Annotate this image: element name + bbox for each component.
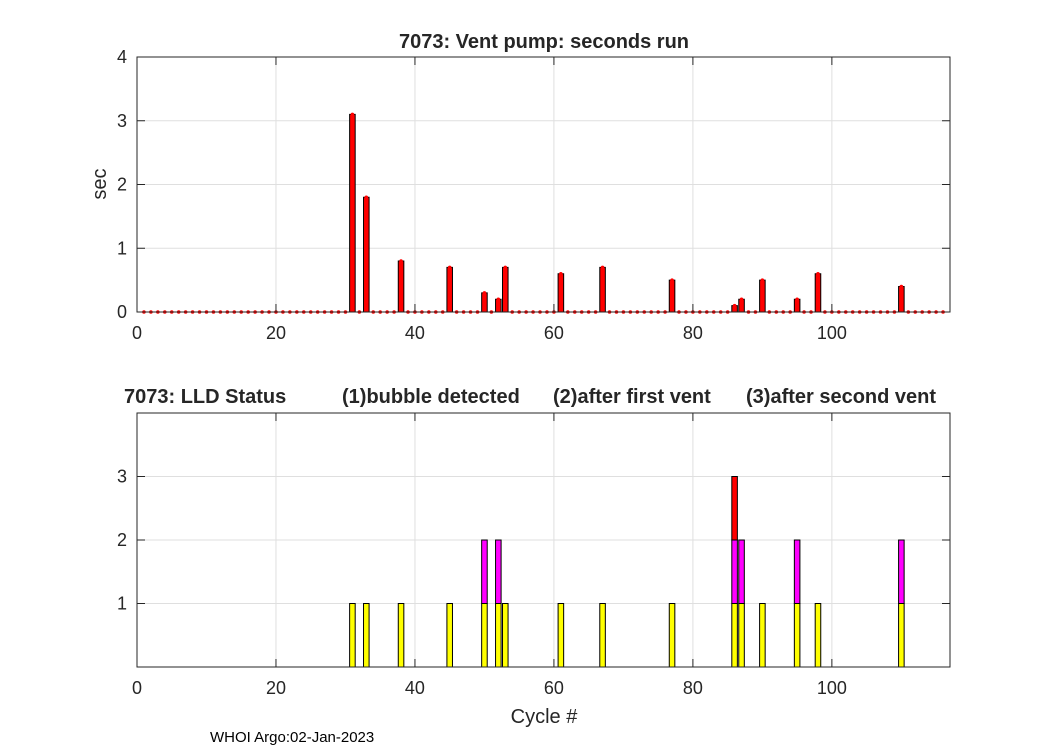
footer-stamp: WHOI Argo:02-Jan-2023 [210, 729, 374, 746]
lld-status-bars [349, 476, 905, 668]
vent-pump-ylabel: sec [89, 168, 111, 199]
y-tick-label: 0 [117, 302, 127, 322]
vent-point-cycle-86 [732, 303, 737, 308]
vent-point-cycle-52 [496, 297, 501, 302]
vent-point-cycle-98 [816, 271, 820, 276]
y-tick-label: 1 [117, 238, 127, 258]
lld-title-part-4: (3)after second vent [746, 386, 936, 408]
vent-bar-cycle-45 [446, 266, 453, 313]
lld-bar-cycle-61-level-1 [557, 603, 565, 668]
lld-bar-cycle-86-level-2 [731, 539, 738, 604]
lld-bar-cycle-87-level-2 [738, 539, 745, 604]
x-tick-label: 100 [817, 323, 847, 343]
y-tick-label: 2 [117, 175, 127, 195]
lld-status-grid [137, 413, 950, 667]
lld-bar-cycle-53-level-1 [502, 603, 509, 668]
x-tick-label: 60 [544, 678, 564, 698]
lld-bar-cycle-33-level-1 [363, 603, 370, 668]
lld-bar-cycle-50-level-2 [481, 539, 488, 604]
vent-pump-grid [137, 57, 950, 312]
x-tick-label: 40 [405, 323, 425, 343]
x-tick-label: 40 [405, 678, 425, 698]
lld-title-part-3: (2)after first vent [553, 386, 711, 408]
vent-bar-cycle-95 [793, 298, 801, 313]
lld-bar-cycle-31-level-1 [349, 603, 356, 668]
lld-bar-cycle-90-level-1 [759, 603, 766, 668]
vent-pump-title: 7073: Vent pump: seconds run [399, 31, 689, 53]
vent-point-cycle-67 [600, 265, 605, 270]
vent-point-cycle-45 [447, 265, 452, 270]
lld-bar-cycle-45-level-1 [446, 603, 453, 668]
vent-point-cycle-31 [350, 112, 355, 117]
vent-bar-cycle-52 [495, 298, 502, 313]
vent-point-cycle-61 [559, 271, 563, 276]
lld-status-chart: 7073: LLD Status (1)bubble detected (2)a… [117, 386, 951, 728]
x-tick-label: 80 [683, 323, 703, 343]
lld-bar-cycle-67-level-1 [599, 603, 606, 668]
vent-point-cycle-90 [760, 278, 765, 282]
vent-point-cycle-87 [739, 297, 744, 302]
vent-point-cycle-110 [899, 284, 904, 289]
vent-bar-cycle-53 [502, 266, 509, 313]
vent-bar-cycle-67 [599, 266, 606, 313]
lld-title-part-1: 7073: LLD Status [124, 386, 286, 408]
lld-bar-cycle-52-level-2 [495, 539, 502, 604]
y-tick-label: 3 [117, 111, 127, 131]
vent-bar-cycle-110 [898, 286, 905, 313]
lld-bar-cycle-38-level-1 [397, 603, 405, 668]
lld-bar-cycle-110-level-2 [898, 539, 905, 604]
lld-bar-cycle-52-level-1 [495, 603, 502, 668]
y-tick-label: 1 [117, 594, 127, 614]
vent-bar-cycle-87 [738, 298, 745, 313]
lld-bar-cycle-50-level-1 [481, 603, 488, 668]
vent-bar-cycle-61 [557, 273, 565, 313]
y-tick-label: 2 [117, 530, 127, 550]
vent-bar-cycle-50 [481, 292, 488, 313]
lld-bar-cycle-87-level-1 [738, 603, 745, 668]
vent-bar-cycle-98 [814, 273, 822, 313]
lld-bar-cycle-95-level-2 [793, 539, 801, 604]
lld-bar-cycle-95-level-1 [793, 603, 801, 668]
lld-bar-cycle-86-level-3 [731, 476, 738, 541]
x-tick-label: 0 [132, 323, 142, 343]
lld-status-xlabel: Cycle # [511, 706, 579, 728]
vent-point-cycle-53 [503, 265, 508, 270]
y-tick-label: 4 [117, 47, 127, 67]
vent-point-cycle-38 [399, 259, 403, 263]
lld-status-title: 7073: LLD Status (1)bubble detected (2)a… [124, 386, 936, 408]
vent-point-cycle-95 [795, 297, 799, 302]
vent-bar-cycle-33 [363, 196, 370, 313]
vent-bar-cycle-90 [759, 279, 766, 313]
x-tick-label: 20 [266, 678, 286, 698]
lld-bar-cycle-86-level-1 [731, 603, 738, 668]
vent-bar-cycle-38 [397, 260, 405, 313]
x-tick-label: 0 [132, 678, 142, 698]
vent-pump-ticks: 0 20 40 60 80 100 0 1 2 3 4 [117, 47, 950, 343]
vent-pump-chart: 7073: Vent pump: seconds run 0 20 40 60 80 10… [89, 31, 951, 343]
vent-bar-cycle-77 [668, 279, 676, 313]
vent-pump-bars [142, 112, 945, 314]
x-tick-label: 80 [683, 678, 703, 698]
lld-status-ticks: 0 20 40 60 80 100 1 2 3 [117, 413, 950, 698]
vent-point-cycle-33 [364, 195, 369, 200]
lld-bar-cycle-77-level-1 [668, 603, 676, 668]
lld-bar-cycle-110-level-1 [898, 603, 905, 668]
y-tick-label: 3 [117, 467, 127, 487]
lld-bar-cycle-98-level-1 [814, 603, 822, 668]
vent-point-cycle-77 [670, 278, 674, 282]
x-tick-label: 100 [817, 678, 847, 698]
lld-title-part-2: (1)bubble detected [342, 386, 520, 408]
vent-point-cycle-50 [482, 291, 487, 295]
x-tick-label: 60 [544, 323, 564, 343]
vent-bar-cycle-31 [349, 113, 356, 313]
x-tick-label: 20 [266, 323, 286, 343]
